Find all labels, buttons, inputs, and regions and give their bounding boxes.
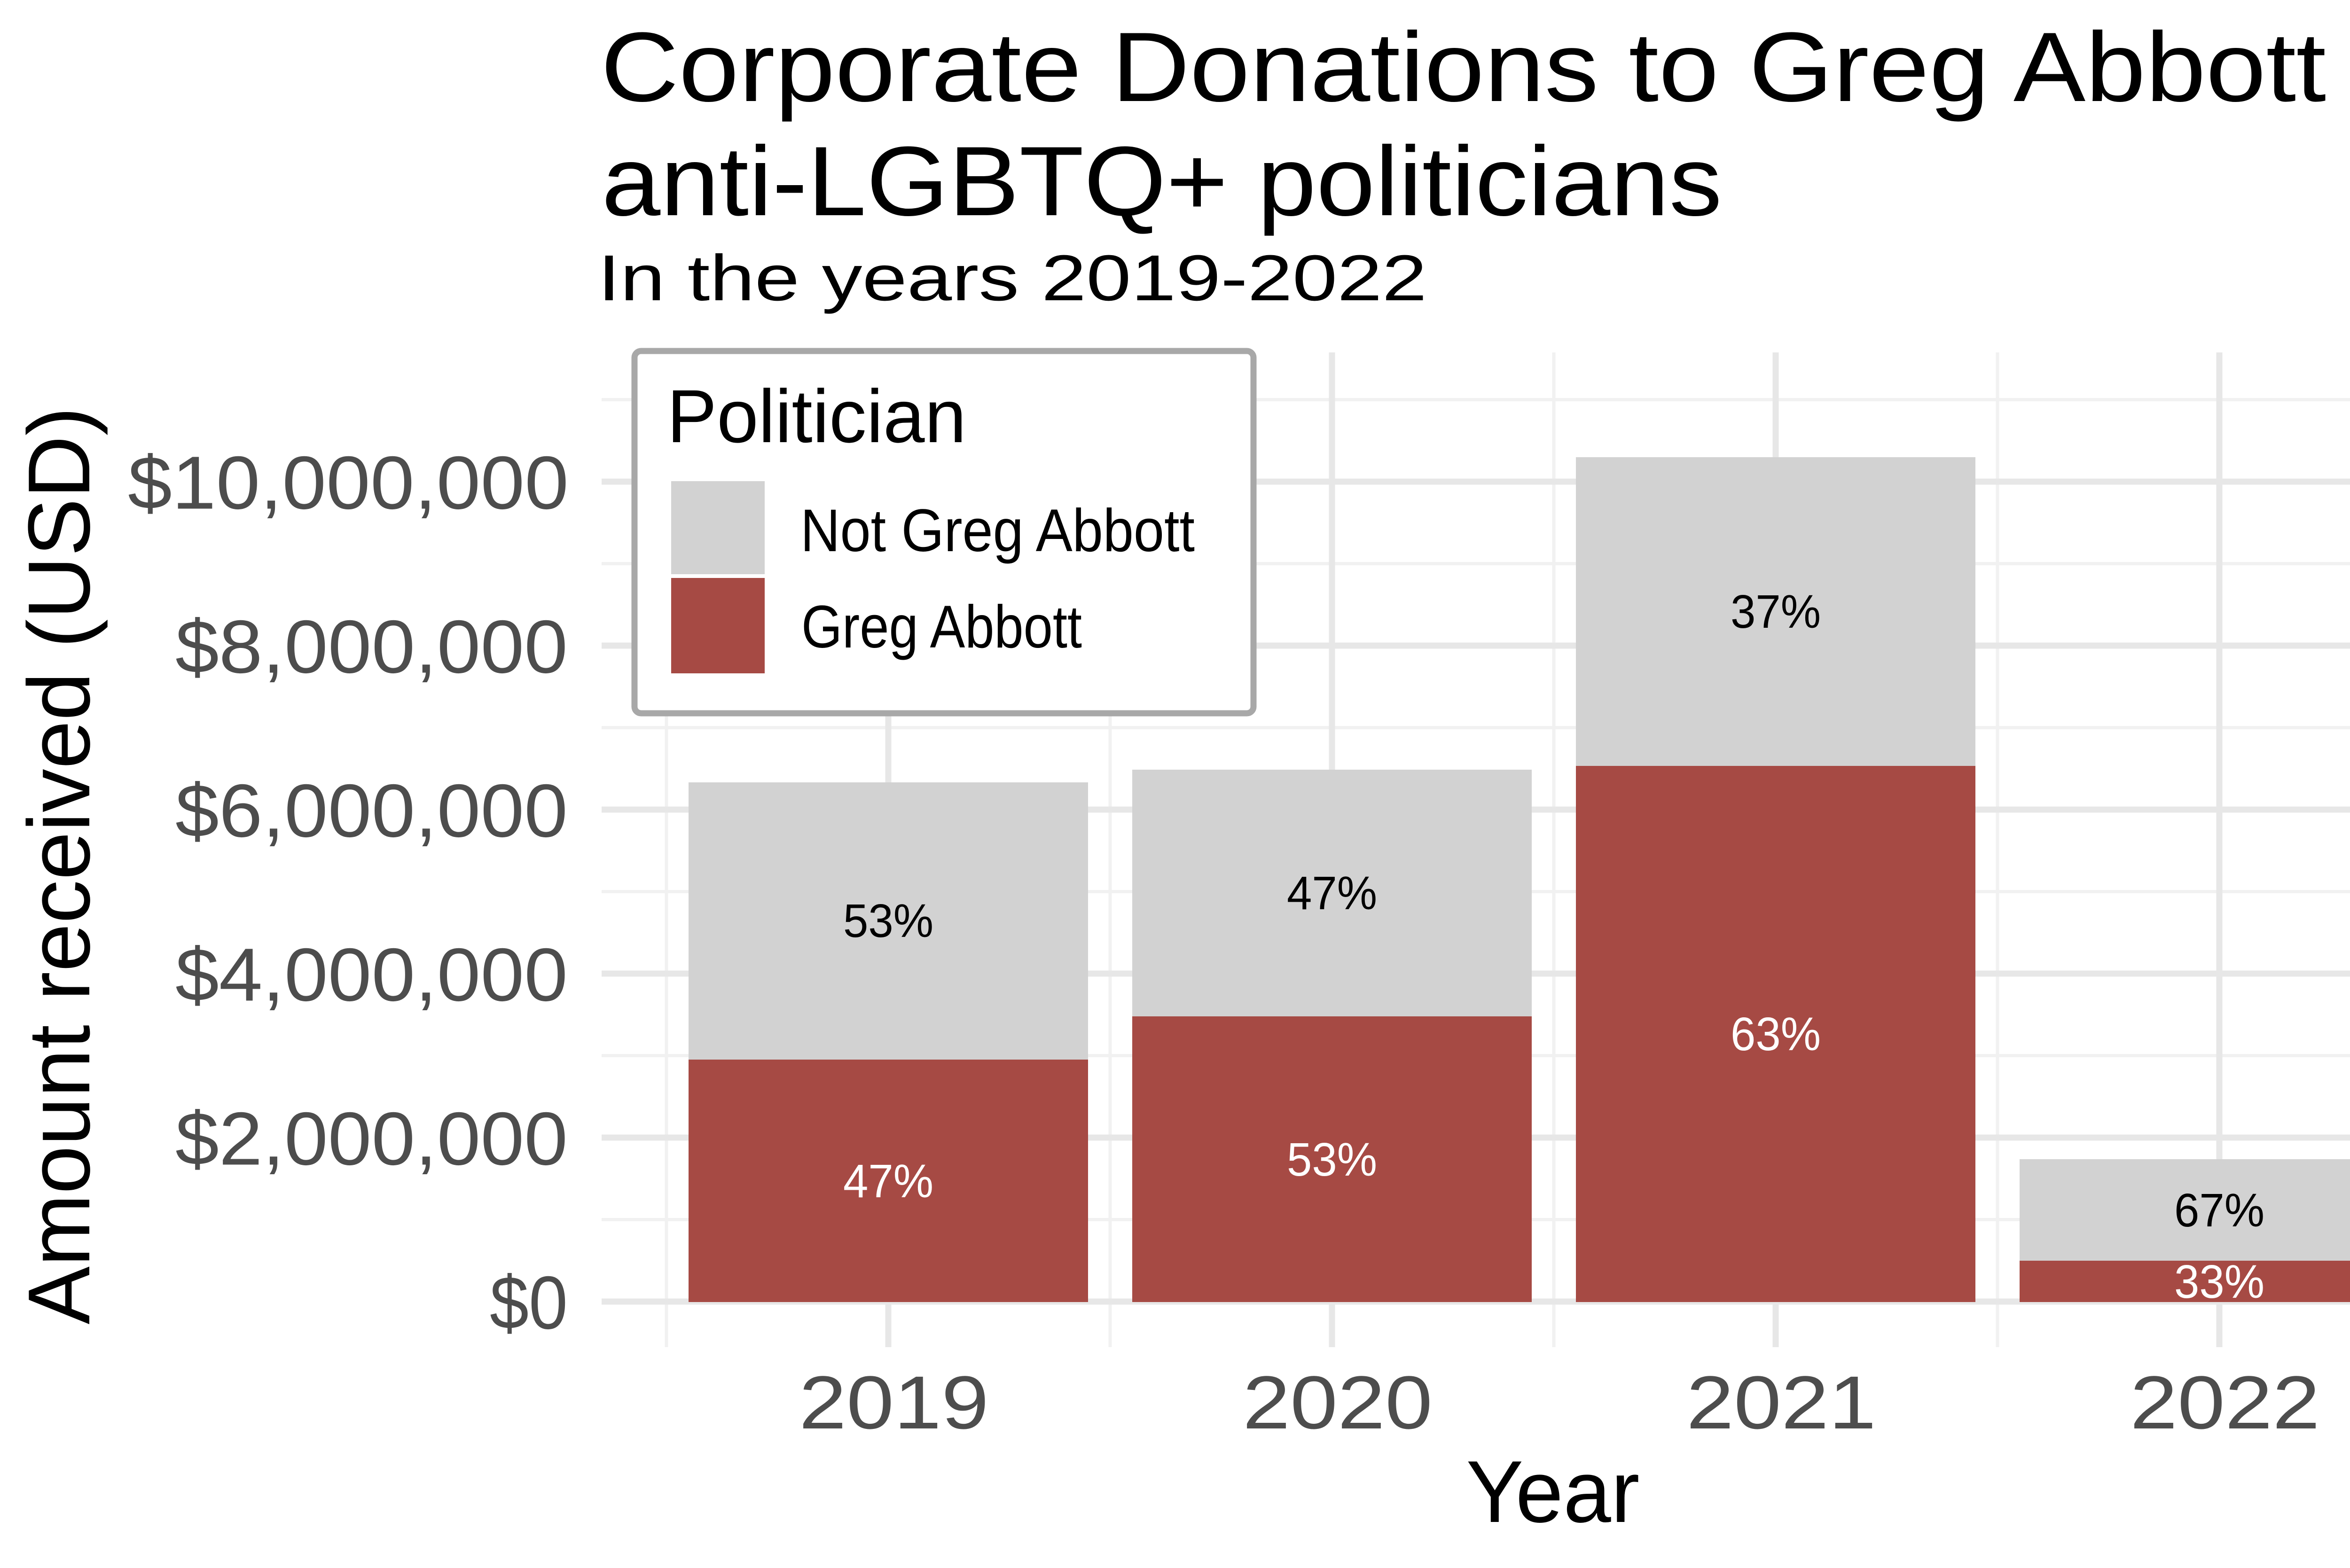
svg-text:$6,000,000: $6,000,000 (175, 769, 568, 853)
svg-text:37%: 37% (1731, 585, 1821, 638)
svg-text:47%: 47% (1287, 867, 1377, 920)
svg-text:53%: 53% (843, 895, 933, 947)
svg-text:In the years 2019-2022: In the years 2019-2022 (598, 242, 1427, 314)
svg-text:47%: 47% (843, 1155, 933, 1208)
svg-text:Not Greg Abbott: Not Greg Abbott (800, 497, 1195, 564)
svg-text:$4,000,000: $4,000,000 (175, 933, 568, 1017)
svg-text:anti-LGBTQ+ politicians: anti-LGBTQ+ politicians (602, 126, 1722, 236)
svg-text:33%: 33% (2174, 1256, 2264, 1308)
svg-text:$8,000,000: $8,000,000 (175, 605, 568, 689)
svg-text:67%: 67% (2174, 1184, 2264, 1237)
svg-text:$0: $0 (490, 1261, 568, 1345)
svg-text:2019: 2019 (799, 1360, 989, 1444)
svg-text:2022: 2022 (2130, 1360, 2320, 1444)
svg-text:2021: 2021 (1686, 1360, 1876, 1444)
svg-text:53%: 53% (1287, 1133, 1377, 1186)
svg-text:2020: 2020 (1243, 1360, 1433, 1444)
svg-text:Greg Abbott: Greg Abbott (801, 593, 1082, 661)
svg-text:Corporate Donations to Greg Ab: Corporate Donations to Greg Abbott and (601, 12, 2350, 122)
svg-text:Politician: Politician (667, 374, 966, 458)
svg-text:$2,000,000: $2,000,000 (175, 1097, 568, 1181)
svg-text:Amount received (USD): Amount received (USD) (10, 407, 108, 1325)
svg-text:Year: Year (1466, 1443, 1640, 1541)
svg-text:63%: 63% (1731, 1008, 1821, 1061)
svg-text:$10,000,000: $10,000,000 (128, 441, 569, 525)
